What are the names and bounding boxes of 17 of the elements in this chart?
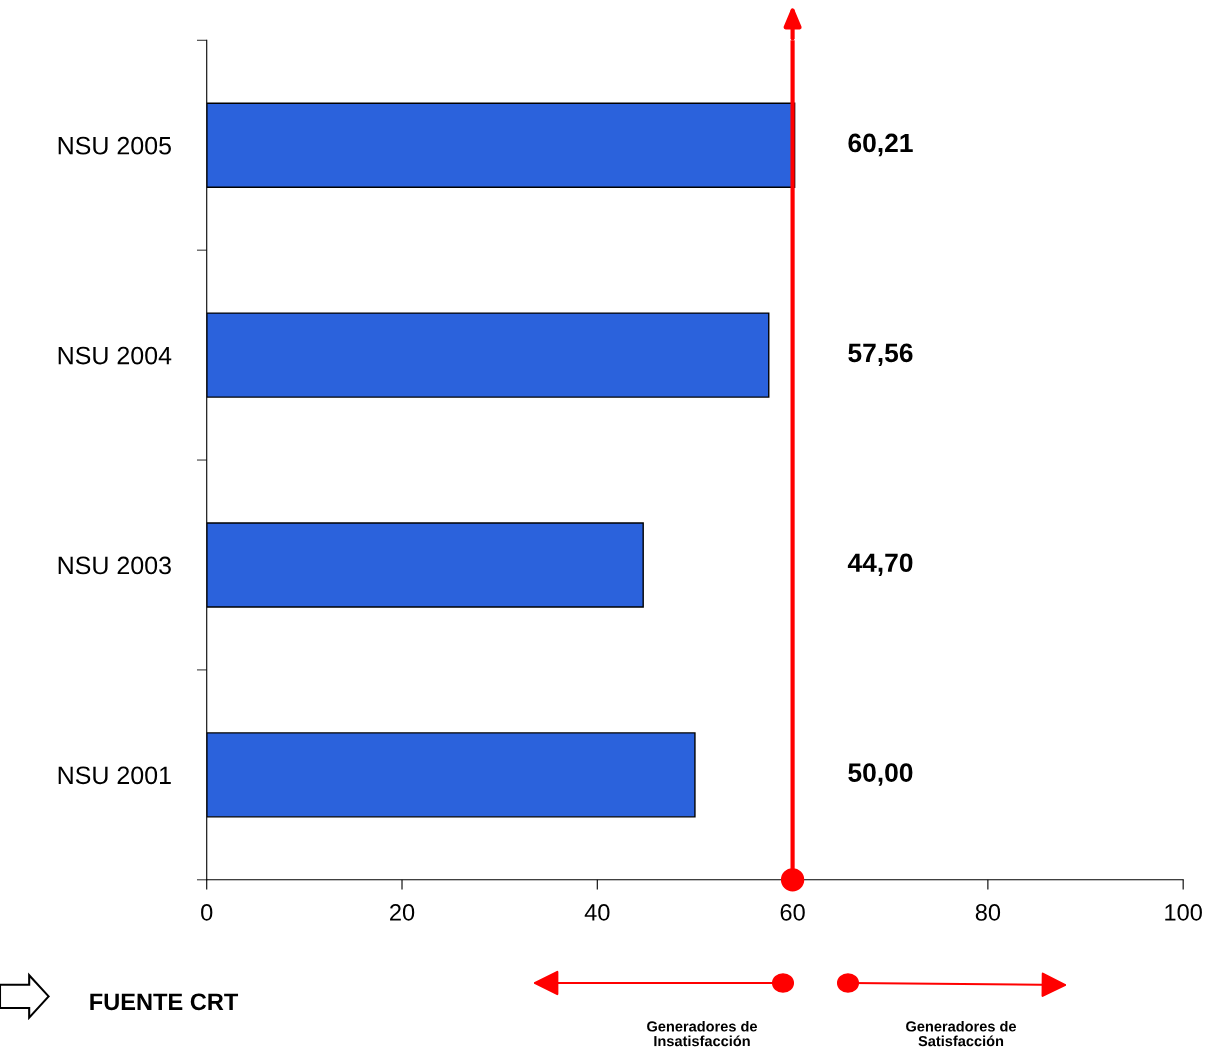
x-tick-label: 100 <box>1165 904 1202 921</box>
data-label: 60,21 <box>848 133 913 157</box>
text: Generadores de Satisfacción <box>906 1020 1017 1047</box>
x-tick-label: 40 <box>584 904 610 921</box>
source-note: FUENTE CRT <box>90 993 239 1011</box>
data-label: 44,70 <box>847 553 913 576</box>
text: Generadores de Insatisfacción <box>647 1020 758 1047</box>
x-tick-label: 0 <box>201 904 213 921</box>
y-tick-label: NSU 2004 <box>58 346 172 365</box>
data-label: 50,00 <box>848 763 913 786</box>
x-tick-label: 20 <box>390 904 415 921</box>
y-tick-label: NSU 2001 <box>58 766 171 785</box>
data-label: 57,56 <box>848 343 913 367</box>
y-tick-label: NSU 2005 <box>58 136 171 155</box>
x-tick-label: 60 <box>780 904 805 921</box>
y-tick-label: NSU 2003 <box>58 556 171 575</box>
x-tick-label: 80 <box>975 904 1001 921</box>
